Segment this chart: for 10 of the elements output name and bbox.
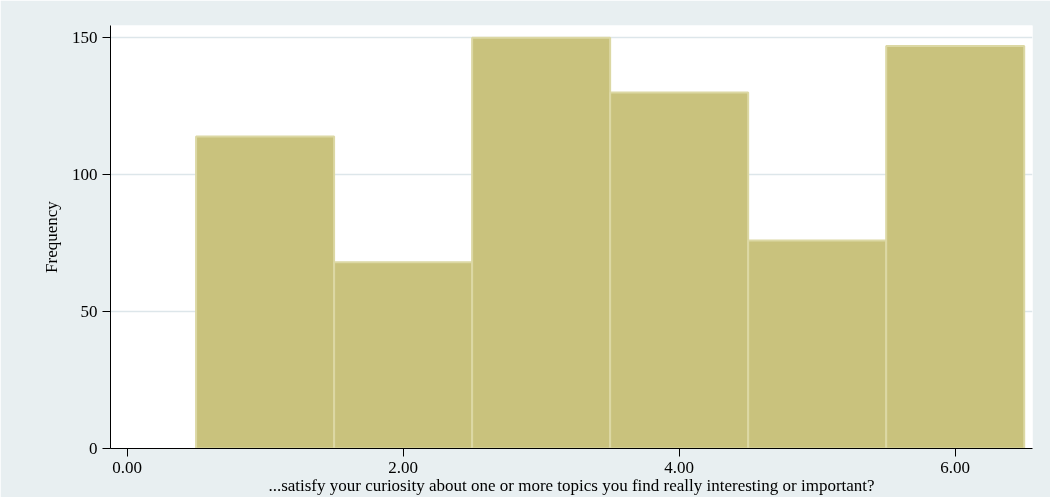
y-axis-title: Frequency bbox=[42, 200, 61, 273]
x-axis-title: ...satisfy your curiosity about one or more topics you find really interesting or important? bbox=[268, 475, 875, 495]
x-tick-label: 6.00 bbox=[940, 457, 971, 477]
y-tick-label: 50 bbox=[80, 302, 98, 322]
x-tick-label: 0.00 bbox=[112, 457, 142, 477]
y-tick-label: 100 bbox=[72, 165, 98, 185]
y-tick-label: 150 bbox=[72, 28, 98, 48]
x-tick-label: 2.00 bbox=[388, 457, 418, 477]
y-tick-label: 0 bbox=[89, 439, 98, 458]
x-tick-label: 4.00 bbox=[664, 457, 695, 477]
